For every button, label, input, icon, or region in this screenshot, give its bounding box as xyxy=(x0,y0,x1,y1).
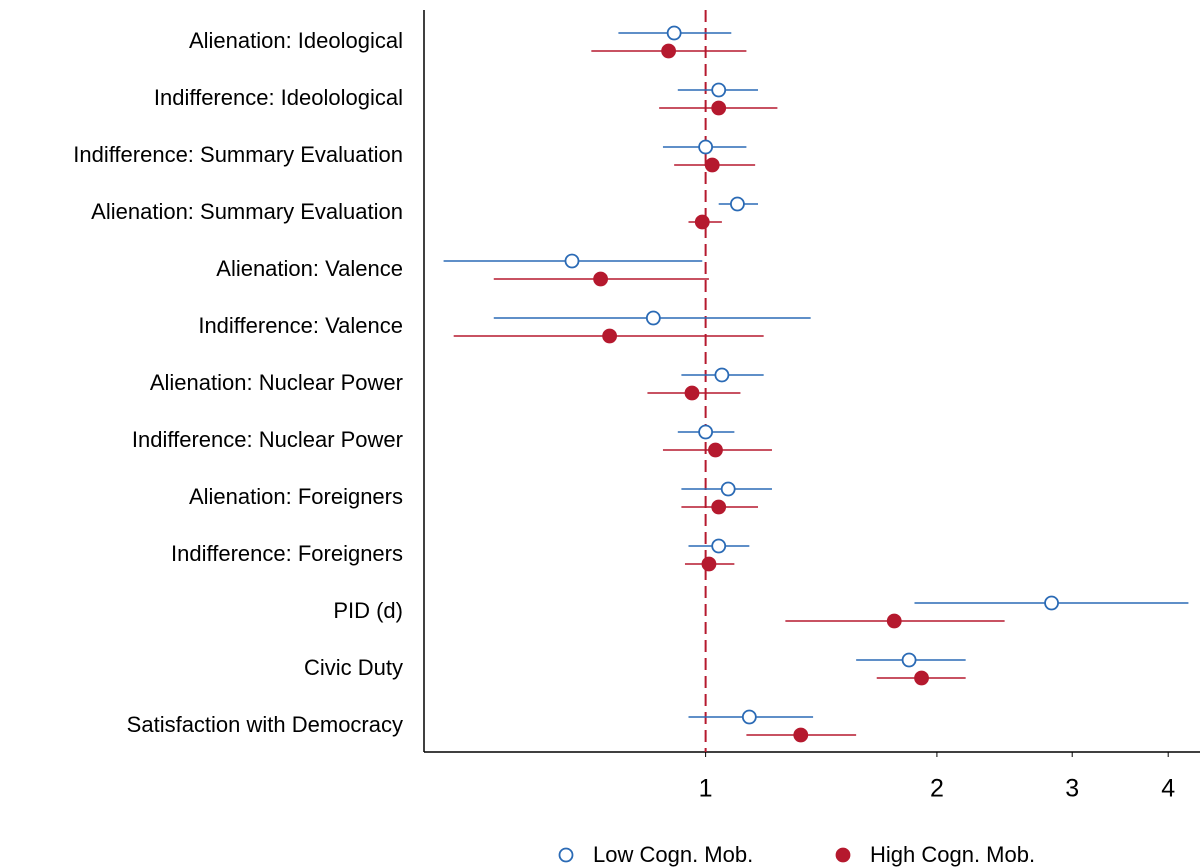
point xyxy=(645,310,661,326)
category-label: Indifference: Ideolological xyxy=(154,85,403,110)
point xyxy=(711,100,727,116)
category-label: Alienation: Ideological xyxy=(189,28,403,53)
point xyxy=(741,709,757,725)
x-tick-label: 3 xyxy=(1065,775,1079,803)
point xyxy=(661,43,677,59)
point xyxy=(564,253,580,269)
point xyxy=(714,367,730,383)
category-label: Alienation: Nuclear Power xyxy=(150,370,403,395)
x-tick-label: 1 xyxy=(699,775,713,803)
category-label: Civic Duty xyxy=(304,655,403,680)
point xyxy=(602,328,618,344)
legend-marker xyxy=(558,847,574,863)
category-label: Alienation: Valence xyxy=(216,256,403,281)
category-label: Indifference: Nuclear Power xyxy=(132,427,403,452)
point xyxy=(698,424,714,440)
point xyxy=(704,157,720,173)
point xyxy=(593,271,609,287)
point xyxy=(701,556,717,572)
point xyxy=(666,25,682,41)
point xyxy=(711,82,727,98)
legend-label: Low Cogn. Mob. xyxy=(593,842,753,867)
point xyxy=(1044,595,1059,611)
category-label: Indifference: Summary Evaluation xyxy=(73,142,403,167)
legend-label: High Cogn. Mob. xyxy=(870,842,1035,867)
category-label: Alienation: Foreigners xyxy=(189,484,403,509)
point xyxy=(886,613,902,629)
category-label: Alienation: Summary Evaluation xyxy=(91,199,403,224)
point xyxy=(711,499,727,515)
point xyxy=(708,442,723,458)
x-tick-label: 4 xyxy=(1161,775,1175,803)
category-label: Indifference: Valence xyxy=(198,313,403,338)
category-label: PID (d) xyxy=(333,598,403,623)
point xyxy=(720,481,736,497)
point xyxy=(914,670,929,686)
point xyxy=(711,538,727,554)
point xyxy=(684,385,700,401)
point xyxy=(901,652,917,668)
point xyxy=(793,727,809,743)
x-tick-label: 2 xyxy=(930,775,944,803)
point xyxy=(698,139,714,155)
category-label: Satisfaction with Democracy xyxy=(127,712,403,737)
category-label: Indifference: Foreigners xyxy=(171,541,403,566)
legend-marker xyxy=(835,847,851,863)
point xyxy=(694,214,710,230)
point xyxy=(730,196,745,212)
